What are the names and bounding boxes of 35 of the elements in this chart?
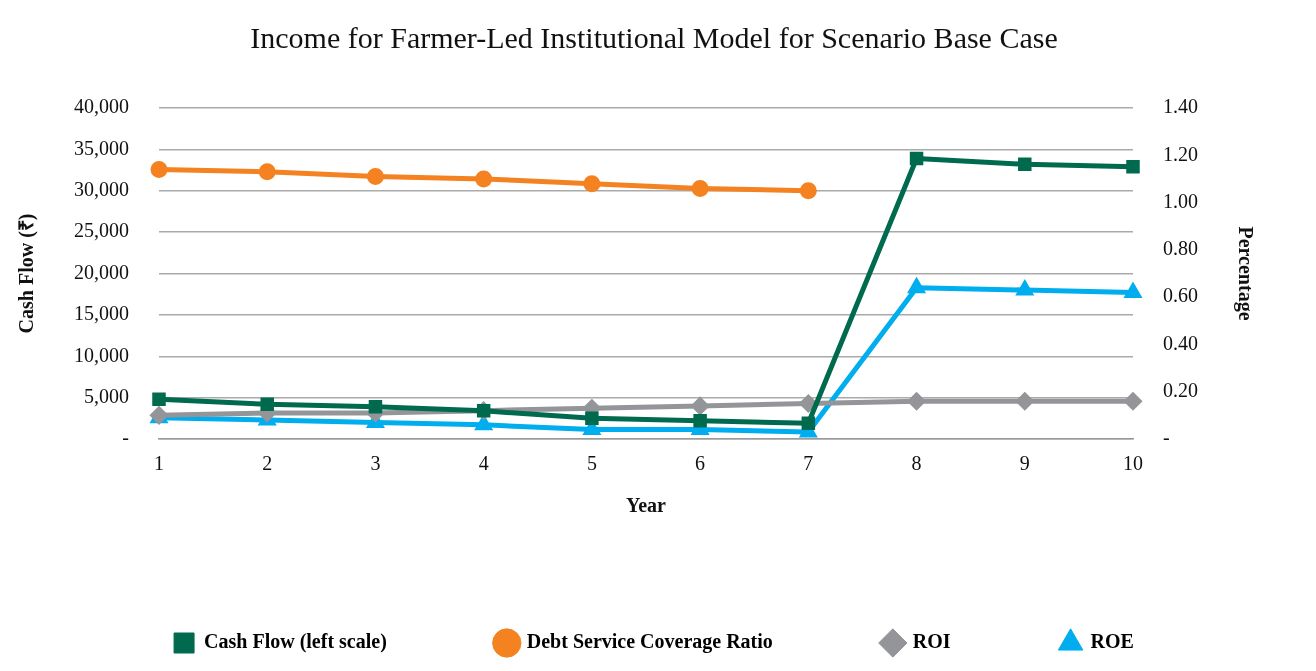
y2-tick-label: 0.40 xyxy=(1163,331,1198,354)
y2-tick-label: 0.20 xyxy=(1163,378,1198,401)
y-axis-title: Cash Flow (₹) xyxy=(15,213,39,334)
y-tick-label: 25,000 xyxy=(74,219,129,242)
y-tick-label: 30,000 xyxy=(74,178,129,200)
x-tick-label: 7 xyxy=(803,452,814,475)
x-tick-label: 3 xyxy=(370,452,381,475)
y-tick-label: 15,000 xyxy=(74,302,129,325)
y2-axis-title: Percentage xyxy=(1233,226,1257,321)
y2-tick-label: - xyxy=(1163,426,1170,449)
y2-tick-label: 1.00 xyxy=(1163,189,1198,212)
y-tick-label: 5,000 xyxy=(84,384,129,407)
x-tick-label: 1 xyxy=(154,452,164,475)
x-tick-label: 6 xyxy=(695,452,706,475)
x-tick-label: 8 xyxy=(911,452,922,475)
y-tick-label: 35,000 xyxy=(74,136,129,159)
x-tick-label: 5 xyxy=(586,452,597,475)
chart-title: Income for Farmer-Led Institutional Model for Scenario Base Case xyxy=(250,20,1058,54)
y2-tick-label: 1.20 xyxy=(1163,142,1198,165)
y-tick-label: 20,000 xyxy=(74,260,129,283)
y2-tick-label: 0.80 xyxy=(1163,237,1198,260)
x-axis-title: Year xyxy=(626,494,667,517)
legend-label: Cash Flow (left scale) xyxy=(204,630,387,654)
legend-label: ROI xyxy=(912,630,951,653)
x-tick-label: 2 xyxy=(262,452,273,475)
x-tick-label: 9 xyxy=(1019,452,1030,475)
y-tick-label: - xyxy=(122,426,129,449)
legend-label: Debt Service Coverage Ratio xyxy=(526,630,773,654)
x-tick-label: 4 xyxy=(478,452,489,475)
y2-tick-label: 1.40 xyxy=(1163,95,1198,118)
legend-label: ROE xyxy=(1090,630,1134,653)
y-tick-label: 10,000 xyxy=(74,343,129,366)
x-tick-label: 10 xyxy=(1123,452,1143,475)
y-tick-label: 40,000 xyxy=(74,95,129,118)
y2-tick-label: 0.60 xyxy=(1163,284,1198,307)
